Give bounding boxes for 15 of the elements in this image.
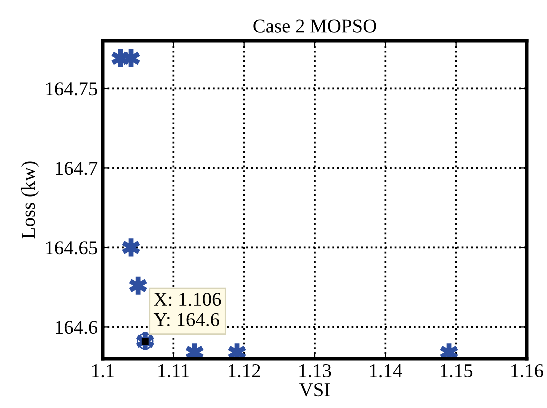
- y-tick-label: 164.6: [56, 321, 98, 334]
- x-tick-label: 1.14: [370, 364, 402, 378]
- chart-title: Case 2 MOPSO: [254, 20, 376, 33]
- x-tick-label: 1.11: [158, 364, 190, 378]
- x-tick-label: 1.12: [229, 364, 260, 378]
- x-axis-title: VSI: [300, 384, 330, 397]
- annotation: X: 1.106 Y: 164.6: [154, 292, 222, 327]
- y-tick-label: 164.75: [46, 82, 98, 96]
- x-tick-label: 1.1: [92, 364, 114, 378]
- y-tick-label: 164.7: [56, 162, 98, 176]
- x-tick-label: 1.15: [441, 364, 473, 378]
- x-tick-label: 1.13: [300, 364, 332, 378]
- x-tick-label: 1.16: [512, 364, 544, 378]
- y-tick-label: 164.65: [46, 242, 98, 255]
- y-axis-title: Loss (kw): [21, 162, 40, 239]
